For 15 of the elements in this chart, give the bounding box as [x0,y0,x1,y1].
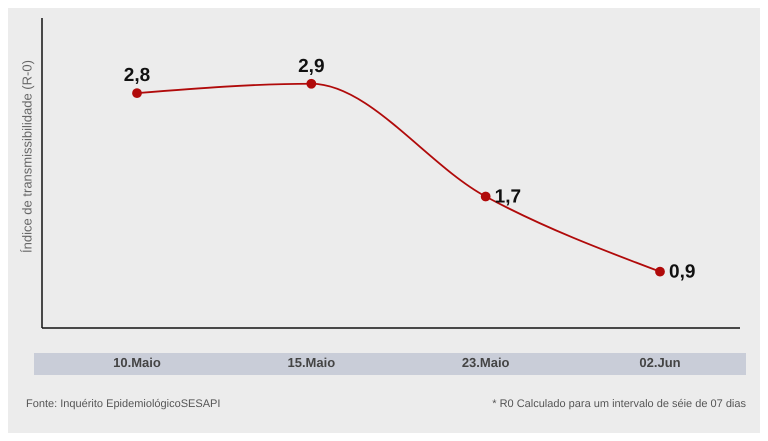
data-label: 2,8 [124,65,150,86]
text: * R0 Calculado para um intervalo de séie de 07 dias [492,398,746,410]
x-tick-label: 02.Jun [639,355,681,370]
data-label: 1,7 [494,186,522,208]
point [306,78,316,89]
data-label: 0,9 [669,262,696,283]
x-tick-label: 23.Maio [462,355,510,370]
point [480,192,491,202]
x-tick-label: 15.Maio [287,355,336,370]
x-tick-label: 10.Maio [113,355,161,370]
data-label: 2,9 [298,56,325,77]
y-axis-title: Índice de transmissibilidade (R-0) [20,60,35,253]
point [655,266,665,277]
source-note: Fonte: Inquérito EpidemiológicoSESAPI [26,398,220,410]
point [132,88,142,98]
